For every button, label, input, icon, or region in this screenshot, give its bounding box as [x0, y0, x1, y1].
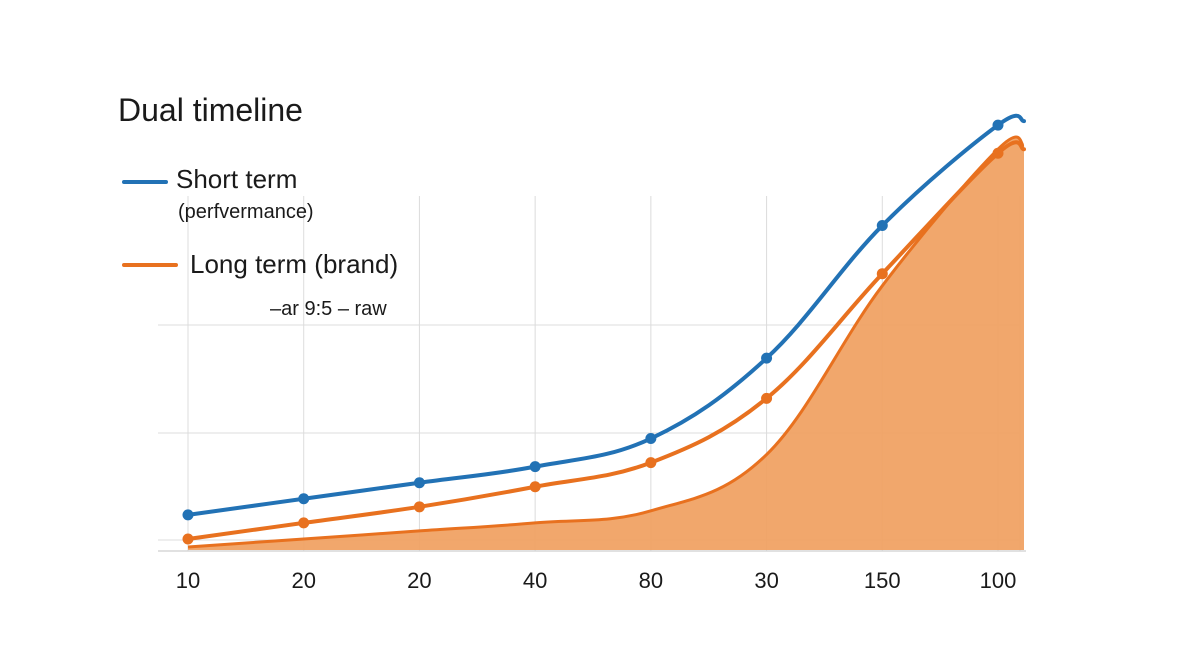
- x-tick-label: 10: [176, 568, 200, 593]
- data-point-s1-1: [298, 517, 310, 529]
- data-point-s0-6: [876, 220, 888, 232]
- legend-sublabel-short-term: (perfvermance): [178, 201, 314, 223]
- data-point-s0-3: [529, 461, 541, 473]
- chart-title: Dual timeline: [118, 92, 303, 128]
- data-point-s1-3: [529, 481, 541, 493]
- series-line-0: [186, 113, 1026, 517]
- points-layer: [182, 119, 1004, 545]
- chart-annotation: –ar 9:5 – raw: [270, 298, 387, 320]
- legend-swatch-short-term: [122, 180, 168, 184]
- data-point-s0-5: [761, 352, 773, 364]
- x-tick-label: 30: [754, 568, 778, 593]
- data-point-s0-7: [992, 119, 1004, 131]
- data-point-s1-6: [876, 268, 888, 280]
- lines-layer: [186, 113, 1026, 541]
- legend-label-long-term: Long term (brand): [190, 249, 399, 279]
- x-tick-labels: 10 20 20 40 80 30 150 100: [176, 568, 1017, 593]
- data-point-s1-0: [182, 533, 194, 545]
- data-point-s1-2: [413, 501, 425, 513]
- x-tick-label: 20: [407, 568, 431, 593]
- x-tick-label: 150: [864, 568, 901, 593]
- data-point-s0-0: [182, 509, 194, 521]
- data-point-s0-4: [645, 433, 657, 445]
- legend-swatch-long-term: [122, 263, 178, 267]
- x-tick-label: 80: [639, 568, 663, 593]
- series-line-1: [186, 140, 1026, 541]
- data-point-s0-1: [298, 493, 310, 505]
- x-tick-label: 40: [523, 568, 547, 593]
- data-point-s0-2: [413, 477, 425, 489]
- legend-label-short-term: Short term: [176, 164, 298, 194]
- area-fill: [188, 136, 1024, 550]
- data-point-s1-4: [645, 457, 657, 469]
- area-layer: [187, 135, 1025, 550]
- data-point-s1-7: [992, 147, 1004, 159]
- data-point-s1-5: [761, 392, 773, 404]
- x-tick-label: 100: [980, 568, 1017, 593]
- x-tick-label: 20: [291, 568, 315, 593]
